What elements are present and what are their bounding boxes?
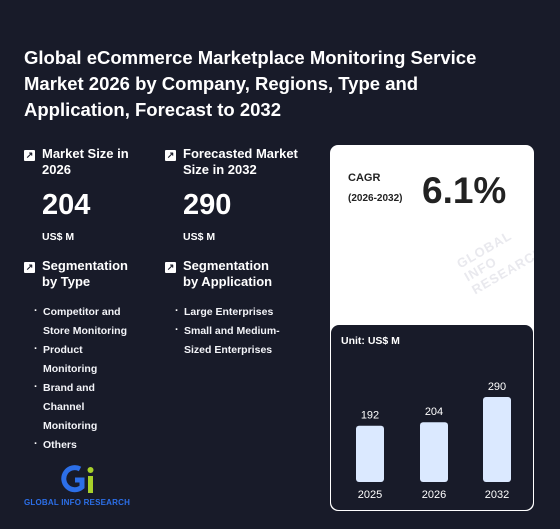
trend-arrow-icon: ↗ <box>24 262 35 273</box>
forecast-unit: US$ M <box>183 231 216 243</box>
company-logo: GLOBAL INFO RESEARCH <box>24 465 144 510</box>
bar-value-label: 192 <box>361 410 379 422</box>
x-tick-label: 2025 <box>358 489 382 501</box>
forecast-label: Forecasted Market Size in 2032 <box>183 146 298 177</box>
trend-arrow-icon: ↗ <box>165 150 176 161</box>
segmentation-type-label: Segmentation by Type <box>42 258 128 289</box>
list-item: Competitor and Store Monitoring <box>34 302 142 341</box>
forecast-stat: ↗ Forecasted Market Size in 2032 290 US$… <box>165 146 313 243</box>
trend-arrow-icon: ↗ <box>165 262 176 273</box>
segmentation-application-label: Segmentation by Application <box>183 258 273 289</box>
forecast-value: 290 <box>183 189 232 221</box>
watermark-text: GLOBAL INFO RESEARCH <box>454 227 534 298</box>
market-size-stat: ↗ Market Size in 2026 204 US$ M <box>24 146 142 243</box>
segmentation-type: ↗ Segmentation by Type Competitor and St… <box>24 258 154 455</box>
logo-mark-icon <box>61 465 94 493</box>
logo-text: GLOBAL INFO RESEARCH <box>24 498 131 507</box>
trend-arrow-icon: ↗ <box>24 150 35 161</box>
list-item: Others <box>34 435 142 455</box>
bar-2025 <box>356 425 384 482</box>
list-item: Small and Medium-Sized Enterprises <box>175 321 290 360</box>
market-size-label: Market Size in 2026 <box>42 146 129 177</box>
x-tick-label: 2032 <box>485 489 509 501</box>
segmentation-application: ↗ Segmentation by Application Large Ente… <box>165 258 315 360</box>
bar-value-label: 290 <box>488 381 506 393</box>
cagr-label: CAGR <box>348 172 381 184</box>
x-tick-label: 2026 <box>422 489 446 501</box>
list-item: Brand and Channel Monitoring <box>34 378 112 436</box>
cagr-card: CAGR (2026-2032) 6.1% GLOBAL INFO RESEAR… <box>330 145 534 511</box>
bar-chart-panel: Unit: US$ M 192 2025 204 2026 290 2032 <box>331 325 533 510</box>
cagr-value: 6.1% <box>422 170 507 211</box>
type-list: Competitor and Store Monitoring Product … <box>24 302 142 455</box>
bar-chart: 192 2025 204 2026 290 2032 <box>356 381 511 501</box>
list-item: Product Monitoring <box>34 340 104 379</box>
chart-unit-label: Unit: US$ M <box>341 335 400 347</box>
market-size-unit: US$ M <box>42 231 75 243</box>
market-size-value: 204 <box>42 189 91 221</box>
bar-value-label: 204 <box>425 406 443 418</box>
bar-2026 <box>420 422 448 482</box>
cagr-period: (2026-2032) <box>348 193 403 204</box>
application-list: Large Enterprises Small and Medium-Sized… <box>165 302 290 360</box>
bar-2032 <box>483 397 511 482</box>
page-title: Global eCommerce Marketplace Monitoring … <box>24 47 477 120</box>
list-item: Large Enterprises <box>175 302 290 322</box>
